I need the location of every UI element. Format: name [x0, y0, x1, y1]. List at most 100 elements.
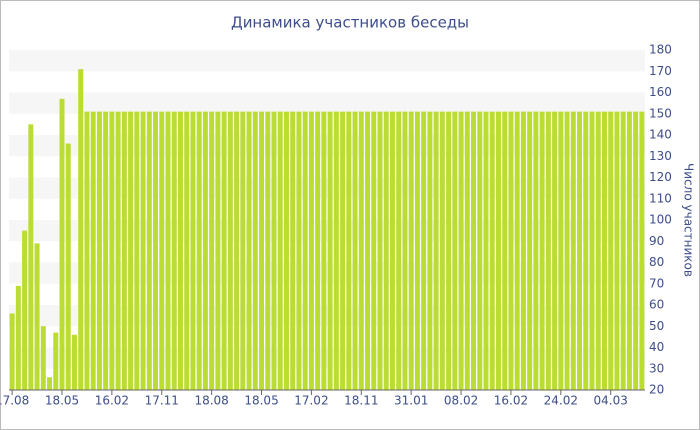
bar: [271, 111, 277, 390]
bar: [315, 111, 321, 390]
x-tick-label: 04.03: [594, 394, 628, 408]
bar: [539, 111, 545, 390]
bar: [302, 111, 308, 390]
x-tick-label: 18.11: [344, 394, 378, 408]
y-tick-label: 120: [649, 170, 672, 184]
y-axis-label: Число участников: [682, 163, 696, 277]
bar: [633, 111, 639, 390]
bar: [433, 111, 439, 390]
bar: [483, 111, 489, 390]
y-tick-label: 150: [649, 106, 672, 120]
bar: [202, 111, 208, 390]
bar: [533, 111, 539, 390]
bar: [421, 111, 427, 390]
bar: [165, 111, 171, 390]
bar: [614, 111, 620, 390]
bar: [358, 111, 364, 390]
bar: [59, 98, 65, 390]
bar: [240, 111, 246, 390]
bar: [84, 111, 90, 390]
bar: [308, 111, 314, 390]
bar: [171, 111, 177, 390]
y-tick-label: 160: [649, 85, 672, 99]
bar: [333, 111, 339, 390]
bar: [446, 111, 452, 390]
chart-title: Динамика участников беседы: [231, 14, 469, 32]
y-tick-label: 170: [649, 64, 672, 78]
bar: [159, 111, 165, 390]
bar: [552, 111, 558, 390]
bar: [128, 111, 134, 390]
bar: [402, 111, 408, 390]
bar: [209, 111, 215, 390]
bar: [140, 111, 146, 390]
bar: [96, 111, 102, 390]
bar: [153, 111, 159, 390]
x-tick-label: 16.02: [95, 394, 129, 408]
bar: [90, 111, 96, 390]
bar: [583, 111, 589, 390]
bar: [464, 111, 470, 390]
bar: [577, 111, 583, 390]
bar: [352, 111, 358, 390]
bar: [477, 111, 483, 390]
bar: [439, 111, 445, 390]
x-tick-label: 18.05: [244, 394, 278, 408]
bar: [246, 111, 252, 390]
bar: [427, 111, 433, 390]
bar: [508, 111, 514, 390]
x-tick-label: 17.11: [145, 394, 179, 408]
bar: [389, 111, 395, 390]
bar: [71, 334, 77, 390]
bar: [626, 111, 632, 390]
bar: [620, 111, 626, 390]
bar: [414, 111, 420, 390]
bar: [321, 111, 327, 390]
bar: [146, 111, 152, 390]
bar: [601, 111, 607, 390]
bar: [190, 111, 196, 390]
bar: [570, 111, 576, 390]
y-tick-label: 70: [649, 276, 664, 290]
bar: [520, 111, 526, 390]
bar: [564, 111, 570, 390]
bar: [184, 111, 190, 390]
grid-band: [9, 50, 645, 72]
bar: [502, 111, 508, 390]
bar: [545, 111, 551, 390]
bar: [340, 111, 346, 390]
bar: [639, 111, 645, 390]
y-tick-label: 100: [649, 213, 672, 227]
bar: [34, 243, 40, 390]
bar: [408, 111, 414, 390]
bar: [452, 111, 458, 390]
x-tick-label: 16.02: [494, 394, 528, 408]
bar: [221, 111, 227, 390]
bar: [383, 111, 389, 390]
bar: [115, 111, 121, 390]
bar: [377, 111, 383, 390]
bar: [134, 111, 140, 390]
bar: [47, 377, 53, 390]
bar: [15, 285, 21, 390]
x-tick-label: 24.02: [544, 394, 578, 408]
bar: [65, 143, 71, 390]
bar: [365, 111, 371, 390]
bar: [196, 111, 202, 390]
x-tick-label: 31.01: [394, 394, 428, 408]
bar: [40, 326, 46, 390]
y-tick-label: 180: [649, 43, 672, 57]
bar: [396, 111, 402, 390]
x-tick-label: 18.05: [45, 394, 79, 408]
bar: [227, 111, 233, 390]
bar: [252, 111, 258, 390]
bar: [78, 69, 84, 390]
bar: [371, 111, 377, 390]
y-tick-label: 30: [649, 361, 664, 375]
y-tick-label: 130: [649, 149, 672, 163]
bar: [259, 111, 265, 390]
y-tick-label: 60: [649, 298, 664, 312]
bar: [595, 111, 601, 390]
y-tick-label: 50: [649, 319, 664, 333]
